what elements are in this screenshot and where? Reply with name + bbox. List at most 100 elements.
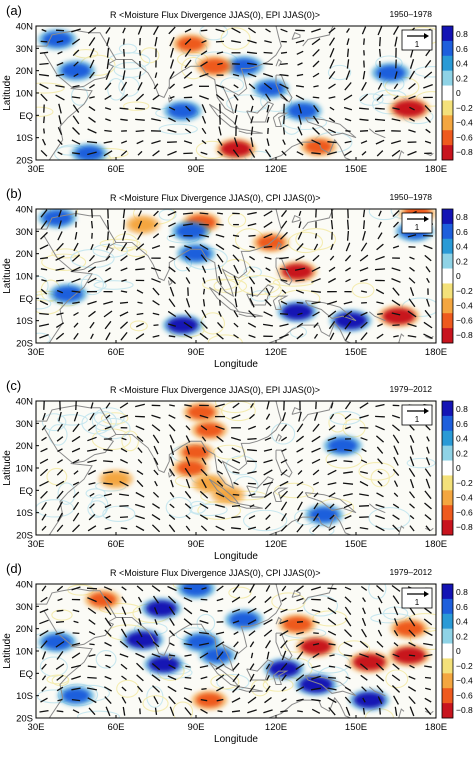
x-tick-label: 90E: [188, 347, 205, 358]
wind-vector: [328, 678, 336, 679]
x-tick-label: 180E: [425, 164, 447, 175]
y-tick-label: 10S: [16, 691, 33, 702]
correlation-blob: [177, 461, 204, 475]
wind-vector: [313, 97, 319, 98]
colorbar-swatch: [442, 100, 453, 115]
colorbar-tick-label: −0.6: [456, 690, 473, 700]
colorbar-tick-label: −0.2: [456, 286, 473, 296]
y-tick-label: EQ: [19, 111, 33, 122]
colorbar: 0.80.60.40.20−0.2−0.4−0.6−0.8: [442, 584, 473, 718]
wind-vector: [201, 599, 208, 600]
y-tick-label: 20N: [16, 624, 34, 635]
x-axis-label: Longitude: [214, 551, 258, 562]
y-tick-label: 20N: [16, 441, 34, 452]
wind-vector: [380, 708, 381, 715]
x-tick-label: 180E: [425, 722, 447, 733]
x-tick-label: 90E: [188, 164, 205, 175]
wind-vector: [184, 588, 192, 589]
wind-vector: [217, 213, 223, 214]
colorbar-tick-label: −0.8: [456, 522, 473, 532]
wind-vector: [233, 495, 239, 496]
colorbar-tick-label: 0: [456, 646, 461, 656]
correlation-blob: [130, 218, 155, 231]
colorbar-swatch: [442, 505, 453, 520]
colorbar-tick-label: −0.4: [456, 118, 473, 128]
wind-vector: [377, 314, 383, 315]
vector-key: 1: [402, 405, 432, 425]
colorbar-tick-label: 0.2: [456, 631, 468, 641]
correlation-blob: [188, 405, 215, 419]
panel-label: (a): [6, 3, 22, 18]
wind-vector: [120, 302, 128, 303]
wind-vector: [216, 41, 224, 42]
correlation-blob: [269, 661, 300, 677]
wind-vector: [124, 39, 125, 45]
wind-vector: [185, 678, 191, 679]
colorbar-tick-label: 0.8: [456, 212, 468, 222]
x-tick-label: 120E: [265, 722, 287, 733]
wind-vector: [105, 655, 111, 656]
wind-vector: [284, 116, 285, 125]
panel-title: R <Moisture Flux Divergence JJAS(0), CPI…: [110, 193, 321, 203]
panel-period: 1979–2012: [389, 384, 432, 394]
wind-vector: [360, 131, 368, 132]
correlation-blob: [283, 617, 312, 632]
x-tick-label: 180E: [425, 539, 447, 550]
wind-vector: [57, 711, 64, 712]
wind-vector: [264, 53, 273, 54]
x-tick-label: 120E: [265, 539, 287, 550]
colorbar-swatch: [442, 56, 453, 71]
wind-vector: [247, 439, 256, 440]
y-tick-label: 40N: [16, 22, 34, 33]
wind-vector: [348, 220, 349, 230]
colorbar-tick-label: 0.2: [456, 448, 468, 458]
colorbar-swatch: [442, 26, 453, 41]
wind-vector: [108, 220, 109, 230]
correlation-blob: [301, 639, 332, 655]
x-tick-label: 120E: [265, 347, 287, 358]
wind-vector: [216, 224, 223, 225]
colorbar-tick-label: 0.2: [456, 73, 468, 83]
colorbar-swatch: [442, 688, 453, 703]
colorbar-swatch: [442, 313, 453, 328]
wind-vector: [44, 129, 45, 134]
correlation-blob: [126, 632, 158, 648]
wind-vector: [345, 131, 350, 132]
colorbar-swatch: [442, 254, 453, 269]
y-tick-label: 40N: [16, 205, 34, 216]
y-tick-label: 20N: [16, 66, 34, 77]
wind-vector: [297, 611, 303, 612]
colorbar-tick-label: 0.6: [456, 419, 468, 429]
colorbar-tick-label: 0.8: [456, 587, 468, 597]
colorbar-tick-label: 0.2: [456, 256, 468, 266]
wind-vector: [380, 49, 381, 57]
y-tick-label: 30N: [16, 227, 34, 238]
wind-vector: [120, 517, 128, 518]
panel-period: 1979–2012: [389, 567, 432, 577]
x-tick-label: 120E: [265, 164, 287, 175]
y-axis-label: Latitude: [2, 258, 13, 294]
wind-vector: [297, 303, 304, 304]
colorbar-tick-label: −0.6: [456, 132, 473, 142]
wind-vector: [185, 666, 190, 667]
colorbar-tick-label: 0.6: [456, 227, 468, 237]
colorbar-tick-label: 0.4: [456, 59, 468, 69]
colorbar-tick-label: −0.4: [456, 676, 473, 686]
wind-vector: [375, 269, 385, 270]
wind-vector: [87, 678, 96, 679]
panel-d: 1(d)R <Moisture Flux Divergence JJAS(0),…: [2, 561, 473, 745]
colorbar-swatch: [442, 283, 453, 298]
panel-label: (b): [6, 186, 22, 201]
y-tick-label: 40N: [16, 397, 34, 408]
wind-vector: [327, 142, 336, 143]
colorbar-tick-label: 0.8: [456, 29, 468, 39]
colorbar-tick-label: 0: [456, 271, 461, 281]
colorbar-tick-label: −0.4: [456, 301, 473, 311]
colorbar-swatch: [442, 41, 453, 56]
colorbar: 0.80.60.40.20−0.2−0.4−0.6−0.8: [442, 26, 473, 160]
wind-vector: [103, 483, 112, 484]
colorbar-tick-label: −0.8: [456, 147, 473, 157]
wind-vector: [56, 622, 64, 623]
colorbar: 0.80.60.40.20−0.2−0.4−0.6−0.8: [442, 401, 473, 535]
